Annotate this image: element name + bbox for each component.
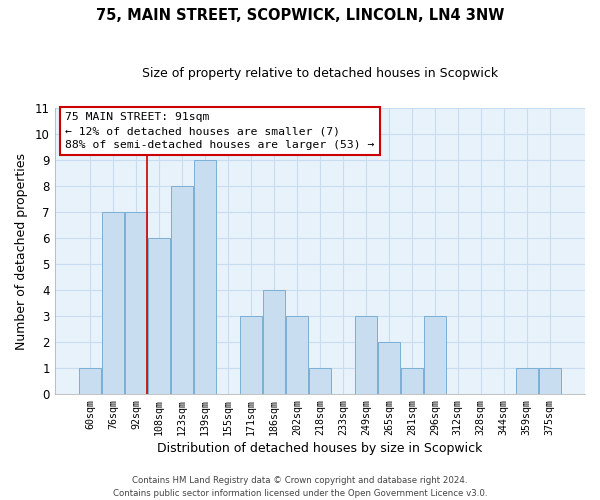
Bar (424, 316, 446, 394)
X-axis label: Distribution of detached houses by size in Scopwick: Distribution of detached houses by size … (157, 442, 482, 455)
Text: 75, MAIN STREET, SCOPWICK, LINCOLN, LN4 3NW: 75, MAIN STREET, SCOPWICK, LINCOLN, LN4 … (96, 8, 504, 22)
Title: Size of property relative to detached houses in Scopwick: Size of property relative to detached ho… (142, 68, 498, 80)
Bar (515, 368, 538, 394)
Bar (286, 316, 308, 394)
Bar (355, 316, 377, 394)
Bar (263, 290, 285, 394)
Bar (240, 316, 262, 394)
Bar (125, 212, 147, 394)
Y-axis label: Number of detached properties: Number of detached properties (15, 152, 28, 350)
Bar (79, 368, 101, 394)
Bar (539, 368, 561, 394)
Bar (401, 368, 423, 394)
Bar (148, 238, 170, 394)
Text: 75 MAIN STREET: 91sqm
← 12% of detached houses are smaller (7)
88% of semi-detac: 75 MAIN STREET: 91sqm ← 12% of detached … (65, 112, 375, 150)
Bar (102, 212, 124, 394)
Bar (171, 186, 193, 394)
Bar (378, 342, 400, 394)
Text: Contains HM Land Registry data © Crown copyright and database right 2024.
Contai: Contains HM Land Registry data © Crown c… (113, 476, 487, 498)
Bar (309, 368, 331, 394)
Bar (194, 160, 216, 394)
